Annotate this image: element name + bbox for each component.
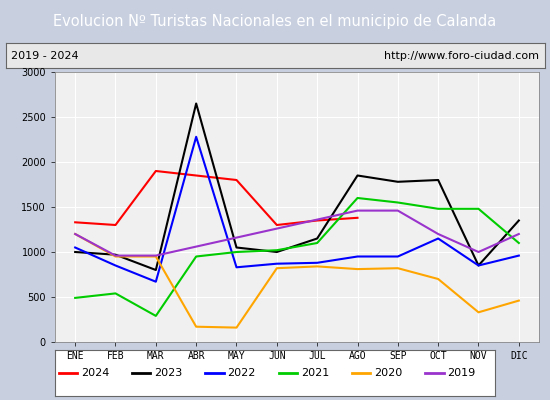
Text: 2021: 2021 — [301, 368, 329, 378]
Text: 2020: 2020 — [374, 368, 402, 378]
Text: http://www.foro-ciudad.com: http://www.foro-ciudad.com — [384, 50, 539, 60]
Text: 2022: 2022 — [227, 368, 256, 378]
Text: 2023: 2023 — [154, 368, 182, 378]
Text: 2019 - 2024: 2019 - 2024 — [11, 50, 79, 60]
Text: Evolucion Nº Turistas Nacionales en el municipio de Calanda: Evolucion Nº Turistas Nacionales en el m… — [53, 14, 497, 29]
Text: 2019: 2019 — [447, 368, 476, 378]
Text: 2024: 2024 — [81, 368, 109, 378]
